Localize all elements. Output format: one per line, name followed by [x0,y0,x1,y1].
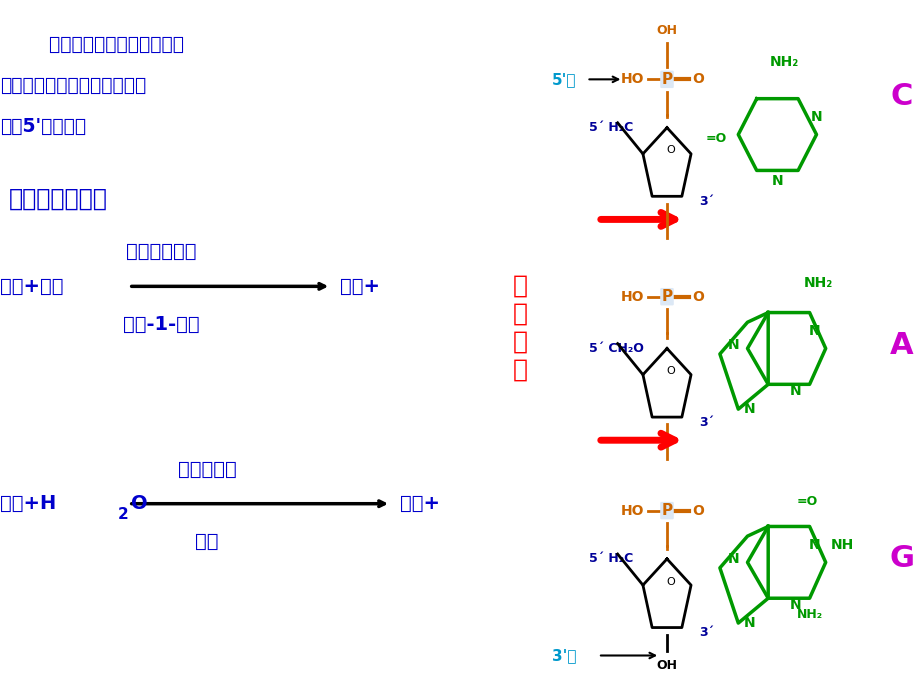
Text: O: O [692,290,703,304]
Text: 碱基+: 碱基+ [400,494,439,513]
Text: 核苷+磷酸: 核苷+磷酸 [0,277,63,296]
Text: P: P [661,72,672,87]
Text: OH: OH [656,23,676,37]
Text: NH: NH [830,538,853,552]
Text: 多为5'单核苷酸: 多为5'单核苷酸 [0,117,86,137]
Text: N: N [727,338,739,352]
Text: 5´ H₂C: 5´ H₂C [588,553,632,565]
Text: NH₂: NH₂ [796,608,822,620]
Text: O: O [131,494,148,513]
Text: 核酸酶有内切酶和外切酶，: 核酸酶有内切酶和外切酶， [23,34,184,54]
Text: 碱基+: 碱基+ [340,277,380,296]
Text: =O: =O [705,132,726,144]
Text: N: N [808,538,819,552]
Text: N: N [808,324,819,338]
Text: A: A [889,331,913,359]
Text: O: O [665,577,675,586]
Text: N: N [771,175,782,188]
Text: 3'端: 3'端 [551,648,576,663]
Text: 核苷酶的作用：: 核苷酶的作用： [9,186,108,210]
Text: P: P [661,503,672,518]
Text: N: N [743,616,754,630]
Text: N: N [789,598,800,612]
Text: 戊糖: 戊糖 [195,532,219,551]
Text: HO: HO [619,72,643,86]
Text: NH₂: NH₂ [803,276,833,290]
Text: 3´: 3´ [698,416,713,428]
Text: O: O [692,504,703,518]
Text: OH: OH [656,659,676,672]
Text: 3´: 3´ [698,627,713,639]
Text: 脱氧与非脱氧之分，水解产物: 脱氧与非脱氧之分，水解产物 [0,76,146,95]
Text: O: O [665,366,675,376]
Text: O: O [665,146,675,155]
Text: N: N [789,384,800,398]
Text: 戊糖-1-磷酸: 戊糖-1-磷酸 [122,315,199,334]
Text: 核苷水解酶: 核苷水解酶 [177,460,236,479]
Text: 5´ CH₂O: 5´ CH₂O [588,342,643,355]
Text: C: C [890,82,912,111]
Text: N: N [743,402,754,416]
Text: 作
用
位
点: 作 用 位 点 [512,274,527,382]
Text: 5´ H₂C: 5´ H₂C [588,121,632,134]
Text: 2: 2 [118,506,128,522]
Text: =O: =O [796,495,817,508]
Text: HO: HO [619,290,643,304]
Text: 3´: 3´ [698,195,713,208]
Text: NH₂: NH₂ [769,55,798,69]
Text: 核苷+H: 核苷+H [0,494,56,513]
Text: N: N [727,552,739,566]
Text: O: O [692,72,703,86]
Text: 核苷磷酸化酶: 核苷磷酸化酶 [126,242,196,262]
Text: 5'端: 5'端 [551,72,576,87]
Text: HO: HO [619,504,643,518]
Text: N: N [810,110,822,124]
Text: P: P [661,289,672,304]
Text: G: G [888,544,913,573]
